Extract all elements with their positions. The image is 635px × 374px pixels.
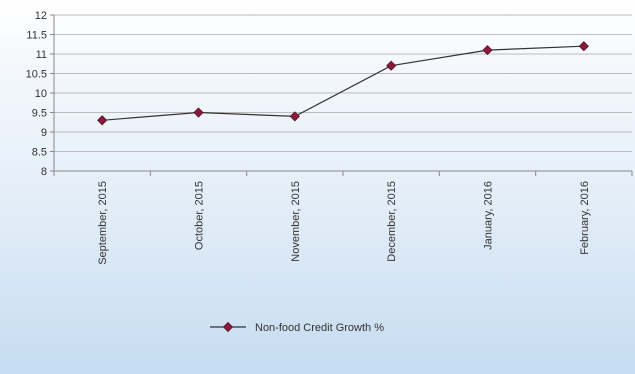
data-point [386,60,397,71]
data-point [97,115,108,126]
data-point [578,41,589,52]
x-category-label: January, 2016 [483,181,495,250]
series-line [102,45,584,121]
x-category-label: September, 2015 [97,181,109,265]
data-point [193,107,204,118]
data-point [289,111,300,122]
x-category-label: February, 2016 [579,181,591,255]
y-tick-label: 8 [41,166,47,178]
data-point [482,45,493,56]
y-tick-label: 9.5 [32,108,47,120]
y-tick-label: 10 [35,88,47,100]
y-tick-label: 12 [35,10,47,22]
x-category-label: October, 2015 [194,181,206,250]
x-category-label: December, 2015 [386,181,398,262]
legend-marker [222,321,234,333]
y-tick-label: 11.5 [26,30,47,42]
y-tick-label: 10.5 [26,69,47,81]
legend-label: Non-food Credit Growth % [255,322,384,334]
legend: Non-food Credit Growth % [210,321,384,334]
x-category-label: November, 2015 [290,181,302,262]
y-tick-label: 11 [36,49,47,61]
y-tick-label: 8.5 [32,147,47,159]
y-tick-label: 9 [41,127,47,139]
